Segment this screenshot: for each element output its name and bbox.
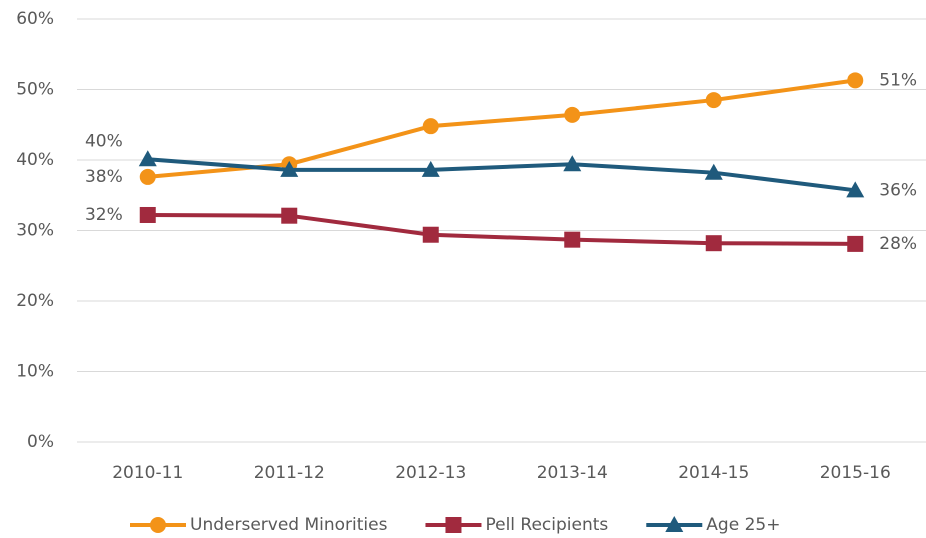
data-label: 40% [85,131,123,151]
y-tick-label: 50% [16,80,54,100]
x-tick-label: 2013-14 [537,463,608,483]
legend-marker [445,517,462,533]
y-tick-label: 30% [16,221,54,241]
point [705,235,722,252]
x-tick-label: 2015-16 [820,463,891,483]
y-tick-label: 20% [16,291,54,311]
point [139,206,156,223]
y-tick-label: 40% [16,150,54,170]
series-line [147,157,856,193]
point [847,72,864,89]
y-tick-label: 60% [16,9,54,29]
point [422,226,439,243]
point [280,160,299,177]
data-label: 28% [879,234,917,254]
point [564,231,581,248]
series-line [147,212,856,246]
x-tick-label: 2010-11 [112,463,183,483]
x-tick-label: 2012-13 [395,463,466,483]
point [563,155,582,172]
x-tick-label: 2011-12 [254,463,325,483]
legend-label: Underserved Minorities [190,515,388,535]
point [564,106,581,123]
legend-marker [665,516,684,532]
point [138,150,157,167]
data-label: 32% [85,205,123,225]
point [281,207,298,224]
y-tick-label: 0% [27,432,54,452]
point [847,235,864,252]
point [422,118,439,135]
series-line [147,78,856,179]
y-tick-label: 10% [16,362,54,382]
data-label: 38% [85,167,123,187]
point [705,92,722,109]
point [846,181,865,198]
data-label: 51% [879,70,917,90]
point [704,163,723,180]
legend-label: Pell Recipients [485,515,608,535]
data-label: 36% [879,180,917,200]
legend-marker [150,517,166,533]
point [139,168,156,185]
legend-label: Age 25+ [706,515,780,535]
point [421,160,440,177]
x-tick-label: 2014-15 [678,463,749,483]
